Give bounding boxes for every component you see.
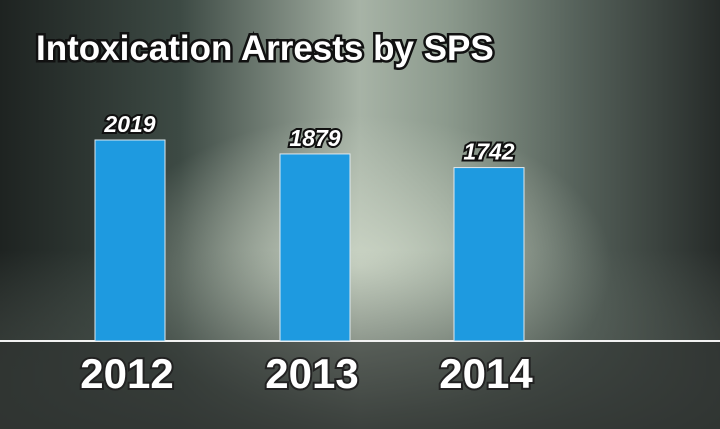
value-label: 2019 xyxy=(103,111,155,137)
value-label: 1742 xyxy=(463,139,514,165)
bar xyxy=(94,139,166,342)
bar xyxy=(279,153,351,342)
x-tick-label: 2013 xyxy=(265,350,358,397)
x-tick-label: 2014 xyxy=(439,350,533,397)
label-band xyxy=(0,342,720,429)
plot: 2019 2012 1879 2013 1742 2014 xyxy=(78,109,535,399)
bar xyxy=(453,167,525,342)
chart-title: Intoxication Arrests by SPS xyxy=(36,29,494,68)
x-tick-label: 2012 xyxy=(80,350,173,397)
value-label: 1879 xyxy=(289,125,340,151)
